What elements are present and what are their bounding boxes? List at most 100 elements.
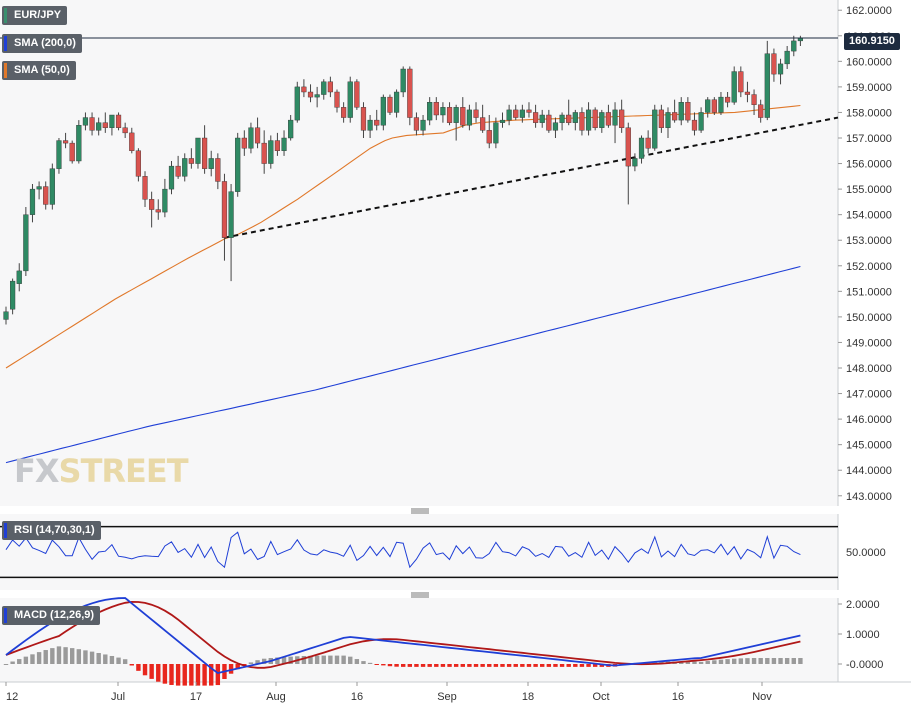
macd-histogram-bar [420, 664, 426, 667]
candle-body [82, 117, 89, 126]
time-tick-label: 12 [6, 691, 18, 703]
macd-histogram-bar [341, 655, 346, 664]
candle-body [327, 81, 333, 93]
macd-histogram-bar [149, 664, 154, 679]
candle-body [268, 140, 274, 164]
candle-body [473, 109, 479, 118]
macd-histogram-bar [460, 664, 465, 667]
candle-body [129, 132, 135, 151]
macd-histogram-bar [367, 662, 373, 664]
macd-histogram-bar [175, 664, 181, 686]
candle-body [539, 114, 545, 123]
candle-body [301, 86, 307, 93]
macd-histogram-bar [712, 660, 717, 664]
candle-body [493, 122, 499, 144]
macd-histogram-bar [546, 664, 552, 667]
macd-histogram-bar [76, 649, 82, 664]
macd-histogram-bar [771, 658, 777, 664]
macd-histogram-bar [732, 658, 737, 664]
candle-body [400, 68, 406, 93]
macd-histogram-bar [281, 657, 287, 664]
candle-body [685, 102, 691, 121]
rsi-swatch [4, 523, 7, 538]
rsi-line [5, 531, 801, 569]
candle-body [453, 107, 459, 123]
macd-line [5, 597, 801, 674]
price-tick-label: 146.0000 [846, 414, 892, 426]
symbol-label: EUR/JPY [14, 9, 62, 21]
candle-body [486, 130, 492, 144]
candle-body [314, 94, 320, 98]
macd-histogram-bar [487, 664, 492, 667]
macd-histogram-bar [361, 661, 366, 664]
candle-body [307, 91, 314, 98]
sma200-swatch [4, 36, 7, 51]
candle-body [374, 119, 380, 126]
candle-body [215, 158, 221, 182]
sma50-label: SMA (50,0) [14, 64, 70, 76]
macd-histogram-bar [520, 664, 525, 667]
candle-body [784, 50, 790, 65]
macd-histogram-bar [500, 664, 505, 667]
price-tick-label: 162.0000 [846, 5, 892, 17]
macd-histogram-bar [765, 658, 770, 664]
sma200-line [5, 265, 801, 464]
candle-body [23, 214, 29, 272]
macd-histogram-bar [109, 655, 115, 664]
candle-body [738, 71, 744, 93]
candle-body [559, 114, 565, 123]
candle-body [777, 63, 784, 75]
candle-body [122, 127, 128, 134]
macd-histogram-bar [36, 652, 42, 664]
macd-histogram-bar [374, 664, 379, 665]
macd-histogram-bar [745, 658, 750, 664]
macd-histogram-bar [10, 661, 15, 664]
rsi-tick-label: 50.0000 [846, 547, 886, 559]
candle-body [10, 280, 16, 310]
price-tick-label: 154.0000 [846, 210, 892, 222]
macd-histogram-bar [705, 661, 710, 664]
macd-histogram-bar [89, 651, 95, 664]
candle-body [764, 53, 770, 118]
time-tick-label: Jul [111, 691, 125, 703]
macd-histogram-bar [453, 664, 459, 667]
macd-histogram-bar [103, 654, 108, 664]
candle-body [56, 140, 62, 169]
candle-body [115, 114, 122, 128]
price-tick-label: 156.0000 [846, 159, 892, 171]
candle-body [155, 209, 161, 213]
macd-histogram-bar [414, 664, 419, 667]
candle-body [572, 112, 578, 123]
macd-histogram-bar [308, 655, 313, 664]
time-tick-label: 16 [672, 691, 684, 703]
macd-histogram-bar [791, 658, 796, 664]
candle-body [751, 94, 757, 105]
macd-histogram-bar [559, 664, 565, 667]
time-tick-label: Aug [266, 691, 286, 703]
price-tick-label: 151.0000 [846, 286, 892, 298]
macd-histogram-bar [586, 664, 591, 667]
macd-histogram-bar [784, 658, 790, 664]
candle-body [3, 311, 9, 320]
candle-body [182, 158, 188, 177]
macd-histogram-bar [540, 664, 545, 667]
macd-histogram-bar [334, 655, 340, 664]
sma50-swatch [4, 63, 7, 78]
candle-body [162, 188, 168, 213]
macd-histogram-bar [480, 664, 485, 667]
candle-body [16, 270, 22, 284]
macd-histogram-bar [228, 664, 234, 674]
macd-histogram-bar [129, 664, 134, 666]
candle-body [579, 112, 585, 131]
price-tick-label: 157.0000 [846, 133, 892, 145]
macd-histogram-bar [440, 664, 446, 667]
macd-panel [0, 598, 838, 682]
macd-histogram-bar [467, 664, 472, 667]
candle-body [248, 127, 254, 149]
candle-body [433, 102, 439, 116]
macd-histogram-bar [314, 655, 320, 664]
candle-body [393, 91, 400, 113]
macd-histogram-bar [493, 664, 499, 667]
macd-histogram-bar [321, 655, 326, 664]
